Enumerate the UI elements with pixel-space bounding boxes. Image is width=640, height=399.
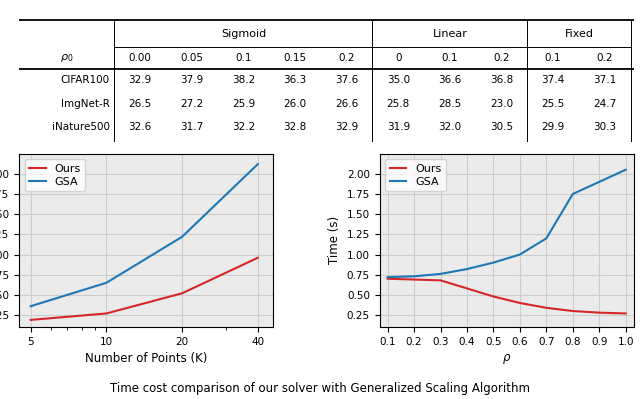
- Text: 32.6: 32.6: [129, 122, 152, 132]
- X-axis label: $\rho$: $\rho$: [502, 352, 511, 366]
- GSA: [622, 167, 630, 172]
- Text: 0.1: 0.1: [236, 53, 252, 63]
- Line: GSA: GSA: [31, 164, 258, 306]
- Ours: [179, 291, 186, 296]
- Line: Ours: Ours: [31, 258, 258, 320]
- Text: 23.0: 23.0: [490, 99, 513, 109]
- GSA: [27, 304, 35, 308]
- Text: 37.1: 37.1: [593, 75, 616, 85]
- Text: Fixed: Fixed: [564, 29, 593, 39]
- GSA: [254, 162, 262, 166]
- GSA: [179, 234, 186, 239]
- Text: 37.4: 37.4: [541, 75, 564, 85]
- Ours: [254, 255, 262, 260]
- Text: 0.2: 0.2: [596, 53, 613, 63]
- Text: 31.9: 31.9: [387, 122, 410, 132]
- Text: 32.9: 32.9: [335, 122, 358, 132]
- Text: 26.6: 26.6: [335, 99, 358, 109]
- Text: 28.5: 28.5: [438, 99, 461, 109]
- Y-axis label: Time (s): Time (s): [328, 216, 341, 265]
- Line: Ours: Ours: [388, 279, 626, 314]
- GSA: [543, 236, 550, 241]
- Text: 36.8: 36.8: [490, 75, 513, 85]
- Text: iNature500: iNature500: [51, 122, 109, 132]
- Text: 35.0: 35.0: [387, 75, 410, 85]
- Text: 26.5: 26.5: [129, 99, 152, 109]
- GSA: [595, 180, 603, 184]
- Text: 0.15: 0.15: [284, 53, 307, 63]
- Text: 25.9: 25.9: [232, 99, 255, 109]
- Ours: [569, 309, 577, 314]
- Ours: [543, 305, 550, 310]
- Ours: [102, 311, 110, 316]
- Line: GSA: GSA: [388, 170, 626, 277]
- Text: 32.9: 32.9: [129, 75, 152, 85]
- Text: 0.1: 0.1: [442, 53, 458, 63]
- Text: 32.0: 32.0: [438, 122, 461, 132]
- Text: 24.7: 24.7: [593, 99, 616, 109]
- Text: Linear: Linear: [433, 29, 467, 39]
- Text: CIFAR100: CIFAR100: [60, 75, 109, 85]
- GSA: [569, 192, 577, 196]
- Ours: [410, 277, 418, 282]
- Legend: Ours, GSA: Ours, GSA: [385, 159, 446, 192]
- Ours: [463, 286, 471, 291]
- Ours: [622, 311, 630, 316]
- Text: 25.5: 25.5: [541, 99, 564, 109]
- Text: 37.6: 37.6: [335, 75, 358, 85]
- Text: $\rho_0$: $\rho_0$: [60, 52, 74, 64]
- Ours: [490, 294, 497, 299]
- Text: 27.2: 27.2: [180, 99, 204, 109]
- Ours: [595, 310, 603, 315]
- Text: 0.1: 0.1: [545, 53, 561, 63]
- Text: 32.8: 32.8: [284, 122, 307, 132]
- Text: 26.0: 26.0: [284, 99, 307, 109]
- GSA: [490, 260, 497, 265]
- Ours: [27, 318, 35, 322]
- Text: 38.2: 38.2: [232, 75, 255, 85]
- Text: 30.5: 30.5: [490, 122, 513, 132]
- X-axis label: Number of Points (K): Number of Points (K): [85, 352, 207, 365]
- Text: 36.3: 36.3: [284, 75, 307, 85]
- Ours: [436, 278, 444, 283]
- GSA: [516, 252, 524, 257]
- Text: 29.9: 29.9: [541, 122, 564, 132]
- Ours: [516, 300, 524, 305]
- Legend: Ours, GSA: Ours, GSA: [25, 159, 86, 192]
- Text: 37.9: 37.9: [180, 75, 204, 85]
- Text: 0.2: 0.2: [493, 53, 509, 63]
- GSA: [384, 275, 392, 280]
- GSA: [463, 267, 471, 271]
- GSA: [436, 271, 444, 276]
- Ours: [384, 277, 392, 281]
- Text: Sigmoid: Sigmoid: [221, 29, 266, 39]
- Text: 32.2: 32.2: [232, 122, 255, 132]
- Text: Time cost comparison of our solver with Generalized Scaling Algorithm: Time cost comparison of our solver with …: [110, 382, 530, 395]
- Text: 31.7: 31.7: [180, 122, 204, 132]
- Text: 36.6: 36.6: [438, 75, 461, 85]
- GSA: [410, 274, 418, 279]
- Text: 0.00: 0.00: [129, 53, 152, 63]
- Text: 0: 0: [395, 53, 401, 63]
- Text: 0.2: 0.2: [339, 53, 355, 63]
- Text: 0.05: 0.05: [180, 53, 204, 63]
- Text: 30.3: 30.3: [593, 122, 616, 132]
- GSA: [102, 280, 110, 285]
- Text: 25.8: 25.8: [387, 99, 410, 109]
- Text: ImgNet-R: ImgNet-R: [61, 99, 109, 109]
